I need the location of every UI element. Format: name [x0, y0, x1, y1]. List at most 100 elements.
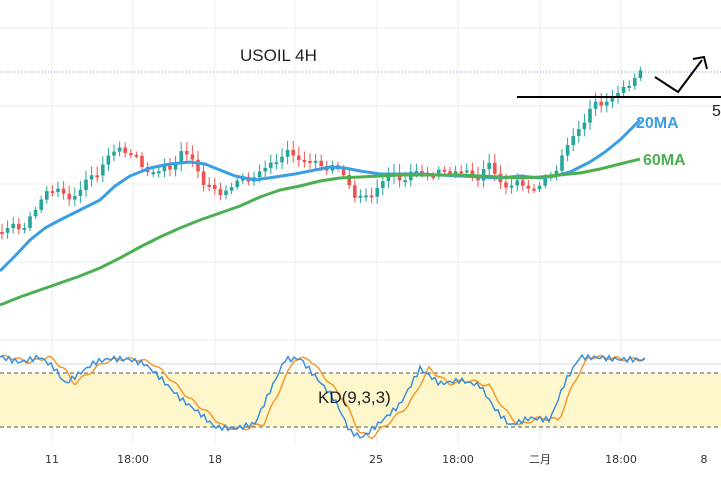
candle-body: [493, 162, 497, 174]
candle-body: [638, 70, 643, 78]
candle-16: [89, 166, 94, 187]
candle-body: [420, 170, 424, 173]
candle-19: [106, 147, 111, 171]
candle-body: [190, 154, 195, 160]
candle-body: [369, 195, 374, 198]
candle-42: [235, 177, 239, 190]
candle-body: [414, 170, 419, 173]
candle-79: [442, 166, 447, 174]
candle-body: [565, 145, 570, 156]
candle-101: [565, 137, 570, 162]
candle-body: [593, 101, 598, 109]
candle-38: [213, 177, 217, 195]
candle-body: [543, 177, 547, 186]
candle-body: [22, 227, 27, 230]
candle-body: [129, 153, 133, 156]
candle-body: [73, 196, 77, 200]
candle-body: [526, 185, 531, 189]
candle-body: [134, 154, 139, 157]
candle-65: [364, 188, 368, 202]
candle-105: [588, 99, 592, 130]
candle-body: [560, 155, 564, 171]
candle-66: [369, 187, 374, 204]
candle-body: [487, 162, 491, 170]
x-tick-label: 18:00: [605, 453, 637, 466]
candle-56: [313, 153, 318, 169]
candle-54: [302, 151, 307, 168]
candle-body: [375, 187, 379, 197]
x-tick-label: 18:00: [117, 453, 149, 466]
candle-body: [627, 86, 631, 88]
candle-body: [168, 165, 172, 170]
candle-body: [571, 136, 575, 145]
candle-body: [509, 185, 514, 188]
candle-body: [28, 216, 32, 228]
candle-96: [537, 182, 542, 193]
candle-body: [532, 188, 536, 191]
candle-114: [638, 66, 643, 81]
candle-body: [537, 185, 542, 190]
kd-d-line: [0, 354, 646, 440]
candlesticks: [0, 66, 643, 240]
candle-49: [274, 153, 279, 170]
candle-body: [5, 228, 10, 233]
candle-84: [470, 162, 475, 182]
candle-29: [162, 158, 167, 178]
candle-body: [504, 182, 508, 188]
candle-103: [577, 120, 581, 143]
candle-111: [621, 80, 626, 99]
candle-20: [112, 144, 116, 162]
candle-body: [297, 155, 301, 160]
candle-53: [297, 146, 301, 167]
candle-body: [213, 185, 217, 189]
candle-body: [302, 160, 307, 162]
x-axis: 11 18:00 18 25 18:00 二月 18:00 8: [45, 453, 708, 466]
candle-body: [78, 189, 83, 196]
candle-body: [224, 190, 228, 196]
candle-body: [95, 175, 99, 178]
candle-63: [353, 179, 357, 203]
candle-40: [224, 185, 228, 200]
candle-body: [56, 188, 60, 192]
candle-body: [599, 101, 603, 106]
candle-body: [173, 164, 178, 170]
candle-51: [285, 140, 290, 164]
candle-body: [269, 162, 273, 168]
x-tick-label: 11: [45, 453, 59, 466]
candle-32: [179, 142, 183, 172]
candle-body: [605, 101, 609, 106]
candle-body: [319, 160, 323, 167]
candle-body: [196, 159, 200, 172]
candle-body: [616, 92, 620, 98]
candle-62: [347, 170, 351, 189]
candle-body: [403, 180, 407, 183]
candle-body: [11, 223, 15, 229]
candle-body: [162, 165, 167, 172]
x-tick-label: 18:00: [442, 453, 474, 466]
candle-7: [39, 195, 43, 214]
candle-body: [89, 175, 94, 180]
forecast-arrow-head: [692, 55, 708, 70]
ma20-label: 20MA: [636, 115, 679, 132]
candle-body: [358, 195, 363, 198]
candle-8: [45, 186, 49, 204]
candle-body: [582, 122, 587, 130]
candle-31: [173, 155, 178, 177]
x-tick-label: 二月: [529, 453, 551, 466]
candle-body: [308, 160, 312, 163]
candle-body: [577, 129, 581, 137]
kd-label: KD(9,3,3): [318, 388, 391, 407]
candle-body: [341, 168, 346, 176]
candle-112: [627, 80, 631, 92]
candle-35: [196, 150, 200, 179]
candle-9: [50, 185, 55, 197]
candle-body: [151, 172, 155, 175]
candle-2: [11, 216, 15, 234]
candle-18: [101, 156, 105, 183]
candle-22: [123, 142, 127, 158]
candle-body: [185, 151, 189, 155]
candle-body: [291, 149, 295, 156]
candle-body: [610, 97, 615, 102]
candle-body: [588, 108, 592, 123]
